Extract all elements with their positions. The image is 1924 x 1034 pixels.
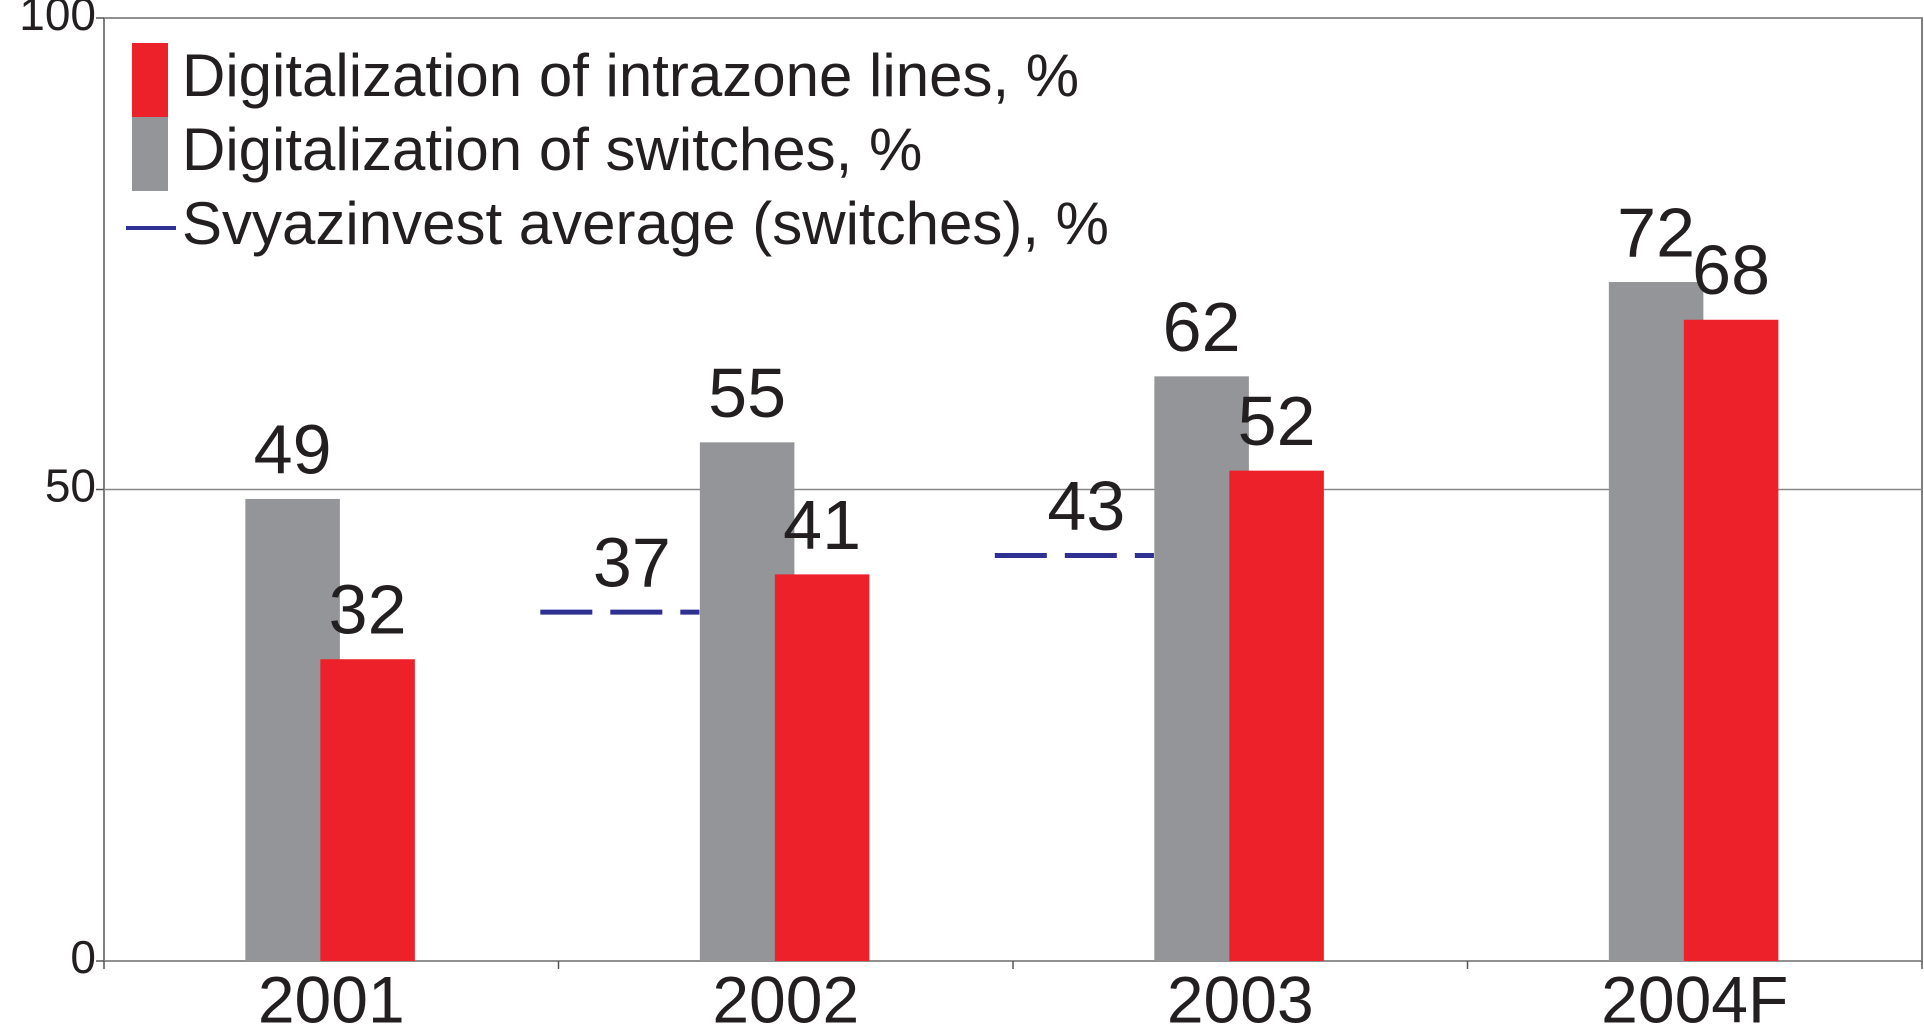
x-tick-label: 2003 [1167, 962, 1314, 1034]
x-tick-label: 2001 [258, 962, 405, 1034]
legend-swatch [132, 43, 168, 117]
value-label: 41 [783, 486, 861, 564]
value-label: 43 [1047, 467, 1125, 545]
legend-label: Digitalization of intrazone lines, % [182, 42, 1079, 109]
bar [1229, 470, 1324, 961]
y-tick-label: 100 [19, 0, 96, 40]
value-label: 49 [254, 410, 332, 488]
x-tick-label: 2002 [712, 962, 859, 1034]
value-label: 32 [329, 571, 407, 649]
value-label: 37 [593, 524, 671, 602]
x-tick-label: 2004F [1601, 962, 1788, 1034]
y-tick-label: 0 [70, 931, 96, 983]
value-label: 52 [1238, 382, 1316, 460]
value-label: 72 [1617, 194, 1695, 272]
bar [320, 659, 415, 961]
legend-label: Digitalization of switches, % [182, 116, 922, 183]
legend-swatch [132, 117, 168, 191]
legend-label: Svyazinvest average (switches), % [182, 190, 1109, 257]
value-label: 55 [708, 354, 786, 432]
y-tick-label: 50 [45, 460, 96, 512]
bar [1683, 319, 1779, 961]
bar [774, 574, 870, 961]
value-label: 62 [1163, 288, 1241, 366]
value-label: 68 [1692, 231, 1770, 309]
